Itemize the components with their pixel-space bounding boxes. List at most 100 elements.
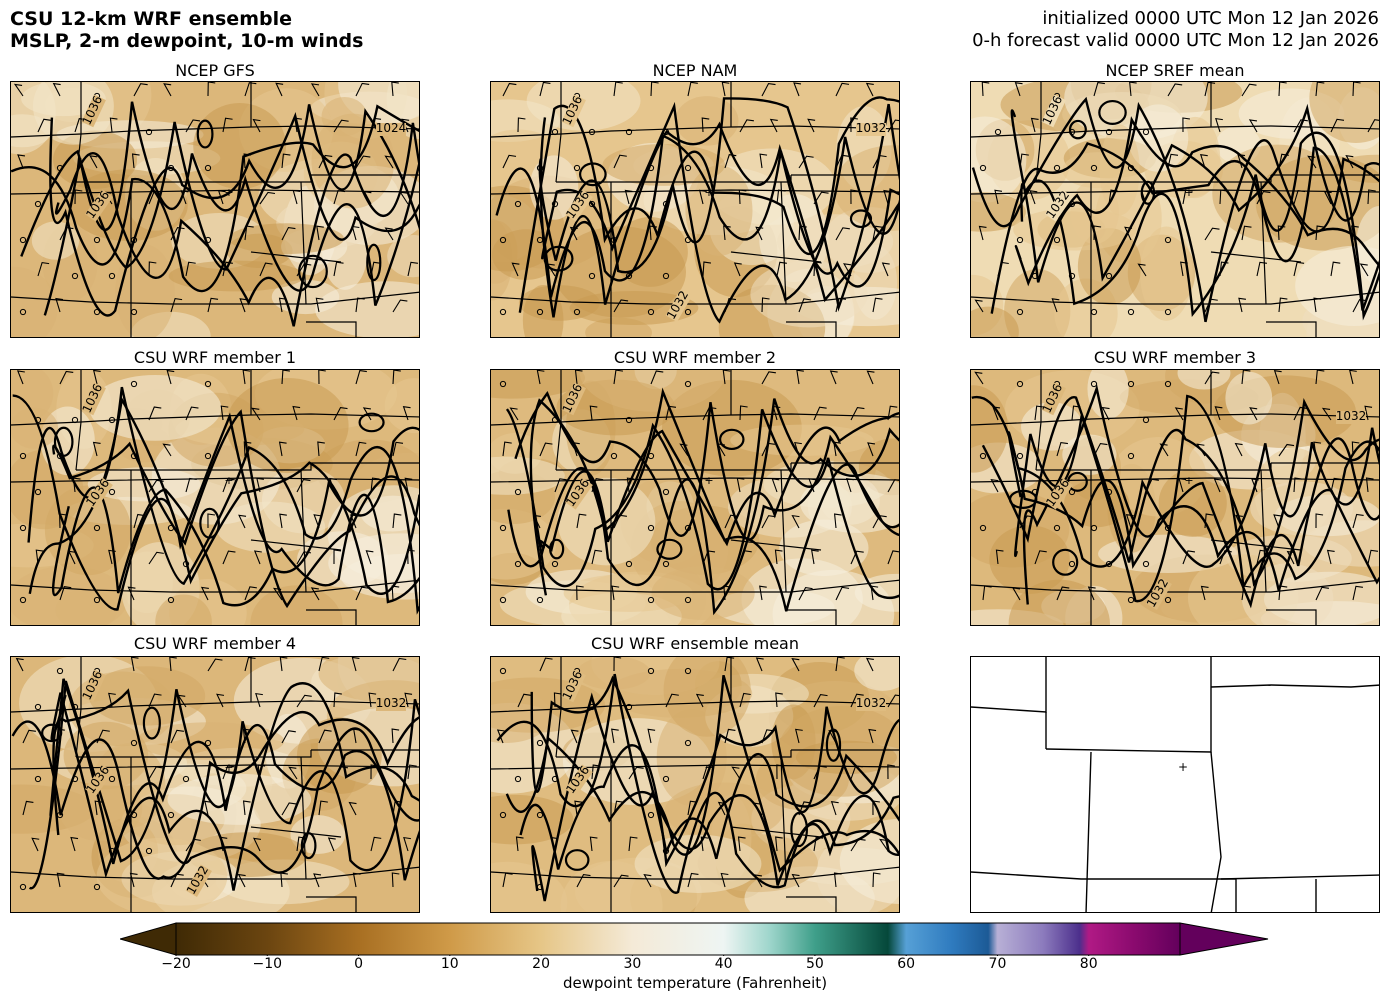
wind-barb xyxy=(865,657,874,672)
wind-barb xyxy=(829,370,838,385)
state-border xyxy=(1045,687,1212,753)
wind-barb xyxy=(391,728,400,744)
calm-wind-circle xyxy=(71,703,79,711)
wind-barb xyxy=(166,370,175,385)
wind-barb xyxy=(517,117,526,133)
wind-barb xyxy=(1352,299,1367,313)
dewpoint-shade xyxy=(167,773,312,825)
calm-wind-circle xyxy=(93,308,101,316)
wind-barb xyxy=(310,83,320,97)
state-border xyxy=(971,871,1379,880)
dewpoint-shade xyxy=(89,375,222,441)
wind-barb xyxy=(532,514,541,529)
dewpoint-shade xyxy=(321,97,368,137)
wind-barb xyxy=(613,514,628,529)
wind-barb xyxy=(355,297,365,313)
wind-barb xyxy=(720,872,729,888)
wind-barb xyxy=(1256,190,1271,205)
wind-barb xyxy=(872,155,887,169)
dewpoint-shade xyxy=(250,585,343,625)
wind-barb xyxy=(253,837,262,852)
wind-barb xyxy=(185,261,196,277)
isobar-label-bg xyxy=(1145,577,1172,610)
wind-barb xyxy=(163,83,172,97)
wind-barb xyxy=(1278,82,1287,97)
wind-barb xyxy=(407,261,419,277)
isobar-contour xyxy=(539,117,899,318)
wind-barb xyxy=(288,766,298,780)
wind-barb xyxy=(1159,443,1169,457)
wind-barb xyxy=(1051,298,1060,313)
calm-wind-circle xyxy=(167,164,175,172)
dewpoint-shade xyxy=(971,385,1009,473)
calm-wind-circle xyxy=(19,883,27,891)
wind-barb xyxy=(70,836,79,852)
wind-barb xyxy=(1256,549,1268,565)
calm-wind-circle xyxy=(979,524,987,532)
dewpoint-shade xyxy=(971,306,1019,337)
colorbar-tick-label: 40 xyxy=(714,956,733,972)
wind-barb xyxy=(649,225,658,241)
isobar-closed-contour xyxy=(142,706,161,740)
calm-wind-circle xyxy=(684,164,692,172)
wind-barb xyxy=(1204,82,1216,97)
panel-title: CSU WRF member 3 xyxy=(1093,348,1257,367)
wind-barb xyxy=(1011,587,1021,601)
isobar-label-bg xyxy=(376,698,406,711)
colorbar-tick-label: 0 xyxy=(354,956,363,972)
wind-barb xyxy=(572,441,580,457)
wind-barb xyxy=(1313,441,1322,457)
wind-barb xyxy=(1204,513,1214,529)
dewpoint-shade xyxy=(522,285,564,337)
isobar-closed-contour xyxy=(196,119,214,149)
wind-barb xyxy=(887,694,899,708)
wind-barb xyxy=(399,191,409,205)
wind-barb xyxy=(867,442,876,457)
wind-barb xyxy=(1093,82,1105,97)
isobar-closed-contour xyxy=(366,243,382,282)
wind-barb xyxy=(990,478,999,493)
state-border xyxy=(491,866,899,880)
wind-barb xyxy=(502,872,513,888)
wind-barb xyxy=(244,586,257,601)
wind-barb xyxy=(1367,189,1376,205)
wind-barb xyxy=(207,513,216,529)
wind-barb xyxy=(370,117,382,133)
wind-barb xyxy=(1249,407,1258,421)
calm-wind-circle xyxy=(647,164,655,172)
calm-wind-circle xyxy=(130,452,138,460)
figure-title: CSU 12-km WRF ensemble MSLP, 2-m dewpoin… xyxy=(10,8,363,52)
wind-barb xyxy=(753,874,763,888)
state-border xyxy=(250,826,342,838)
wind-barb xyxy=(392,299,408,313)
calm-wind-circle xyxy=(1053,524,1061,532)
calm-wind-circle xyxy=(19,596,27,604)
wind-barb xyxy=(318,729,332,744)
calm-wind-circle xyxy=(551,775,559,783)
calm-wind-circle xyxy=(499,811,507,819)
calm-wind-circle xyxy=(536,883,544,891)
state-border xyxy=(971,291,1379,305)
wind-barb xyxy=(392,441,404,457)
wind-barb xyxy=(370,764,379,780)
wind-barb xyxy=(1273,514,1282,529)
wind-barb xyxy=(515,836,524,852)
wind-barb xyxy=(791,657,800,672)
wind-barb xyxy=(883,189,892,205)
isobar-contour xyxy=(518,96,899,313)
panel-title: CSU WRF ensemble mean xyxy=(590,634,799,653)
wind-barb xyxy=(1315,586,1330,601)
isobar-contour xyxy=(495,134,899,298)
wind-barb xyxy=(755,657,764,672)
isobar-closed-contour xyxy=(790,811,808,848)
calm-wind-circle xyxy=(551,416,559,424)
wind-barb xyxy=(404,477,413,493)
state-border xyxy=(306,896,357,912)
panel-title: NCEP NAM xyxy=(652,61,738,80)
calm-wind-circle xyxy=(647,667,655,675)
wind-barb xyxy=(724,657,735,672)
calm-wind-circle xyxy=(684,380,692,388)
wind-barb xyxy=(835,82,850,97)
wind-barb xyxy=(1234,514,1243,529)
